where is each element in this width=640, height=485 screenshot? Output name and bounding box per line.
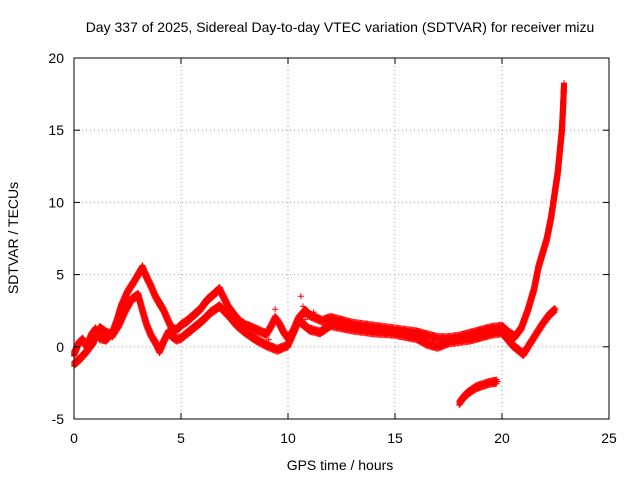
data-point	[561, 80, 568, 87]
y-tick-label: 5	[56, 267, 64, 283]
y-tick-label: 20	[48, 50, 64, 66]
grid	[74, 58, 609, 419]
x-tick-label: 15	[387, 430, 403, 446]
x-tick-label: 5	[177, 430, 185, 446]
plot-frame	[73, 57, 610, 420]
data-point	[272, 306, 279, 313]
x-tick-label: 25	[601, 430, 617, 446]
x-tick-label: 10	[280, 430, 296, 446]
y-tick-label: -5	[52, 411, 65, 427]
y-axis-label: SDTVAR / TECUs	[5, 182, 21, 294]
chart-title: Day 337 of 2025, Sidereal Day-to-day VTE…	[86, 19, 595, 35]
axis-ticks: 0 5 10 15 20 25 -5 0 5 10 15 20	[48, 50, 617, 446]
series-1	[71, 289, 559, 370]
series-2	[456, 376, 501, 409]
data-series	[71, 80, 568, 409]
x-axis-label: GPS time / hours	[287, 457, 394, 473]
x-tick-label: 20	[494, 430, 510, 446]
data-point	[297, 293, 304, 300]
y-tick-label: 0	[56, 339, 64, 355]
y-tick-label: 10	[48, 194, 64, 210]
x-tick-label: 0	[70, 430, 78, 446]
y-tick-label: 15	[48, 122, 64, 138]
